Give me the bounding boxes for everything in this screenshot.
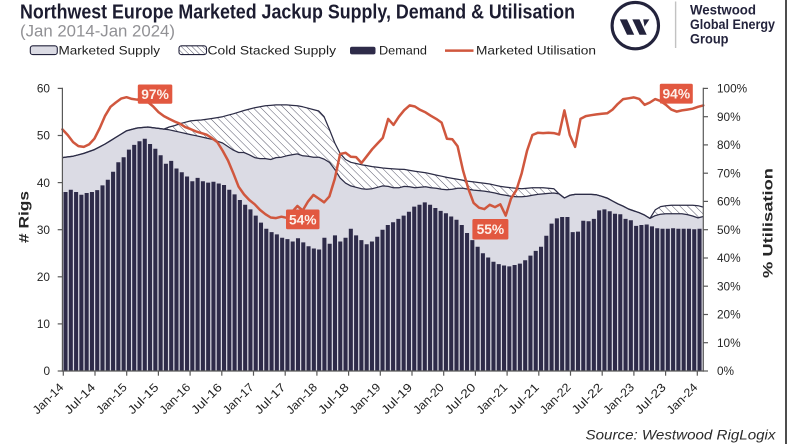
- svg-text:50: 50: [37, 129, 51, 143]
- svg-text:50%: 50%: [717, 223, 741, 237]
- svg-text:90%: 90%: [717, 110, 741, 124]
- svg-text:54%: 54%: [289, 212, 317, 227]
- svg-text:Cold Stacked Supply: Cold Stacked Supply: [208, 44, 337, 58]
- svg-text:60%: 60%: [717, 195, 741, 209]
- svg-text:55%: 55%: [477, 222, 505, 237]
- svg-text:20: 20: [37, 270, 51, 284]
- svg-text:Demand: Demand: [379, 44, 427, 58]
- svg-text:Group: Group: [690, 30, 729, 46]
- svg-text:40: 40: [37, 176, 51, 190]
- svg-text:30: 30: [37, 223, 51, 237]
- svg-text:70%: 70%: [717, 166, 741, 180]
- svg-text:97%: 97%: [141, 87, 169, 102]
- svg-text:30%: 30%: [717, 279, 741, 293]
- svg-text:10%: 10%: [717, 336, 741, 350]
- svg-text:100%: 100%: [717, 82, 748, 96]
- svg-text:Marketed Supply: Marketed Supply: [59, 44, 161, 58]
- svg-text:94%: 94%: [662, 87, 690, 102]
- svg-text:80%: 80%: [717, 138, 741, 152]
- svg-text:60: 60: [37, 82, 51, 96]
- svg-text:Westwood: Westwood: [690, 1, 756, 17]
- svg-text:40%: 40%: [717, 251, 741, 265]
- svg-text:0%: 0%: [717, 364, 735, 378]
- svg-text:(Jan 2014-Jan 2024): (Jan 2014-Jan 2024): [20, 21, 175, 40]
- svg-text:Marketed Utilisation: Marketed Utilisation: [476, 44, 596, 58]
- svg-text:% Utilisation: % Utilisation: [761, 168, 776, 278]
- svg-text:Source: Westwood RigLogix: Source: Westwood RigLogix: [586, 427, 777, 443]
- svg-text:20%: 20%: [717, 308, 741, 322]
- svg-text:0: 0: [43, 364, 50, 378]
- svg-text:Northwest Europe Marketed Jack: Northwest Europe Marketed Jackup Supply,…: [20, 0, 575, 23]
- svg-text:Global Energy: Global Energy: [690, 16, 775, 32]
- svg-text:10: 10: [37, 317, 51, 331]
- svg-text:# Rigs: # Rigs: [17, 191, 32, 243]
